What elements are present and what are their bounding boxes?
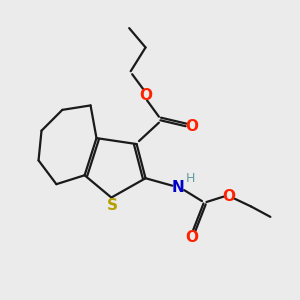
Text: O: O bbox=[139, 88, 152, 103]
Text: N: N bbox=[172, 180, 184, 195]
Text: O: O bbox=[222, 189, 235, 204]
Text: O: O bbox=[186, 119, 199, 134]
Text: H: H bbox=[186, 172, 195, 185]
Text: O: O bbox=[185, 230, 198, 245]
Text: S: S bbox=[107, 198, 118, 213]
